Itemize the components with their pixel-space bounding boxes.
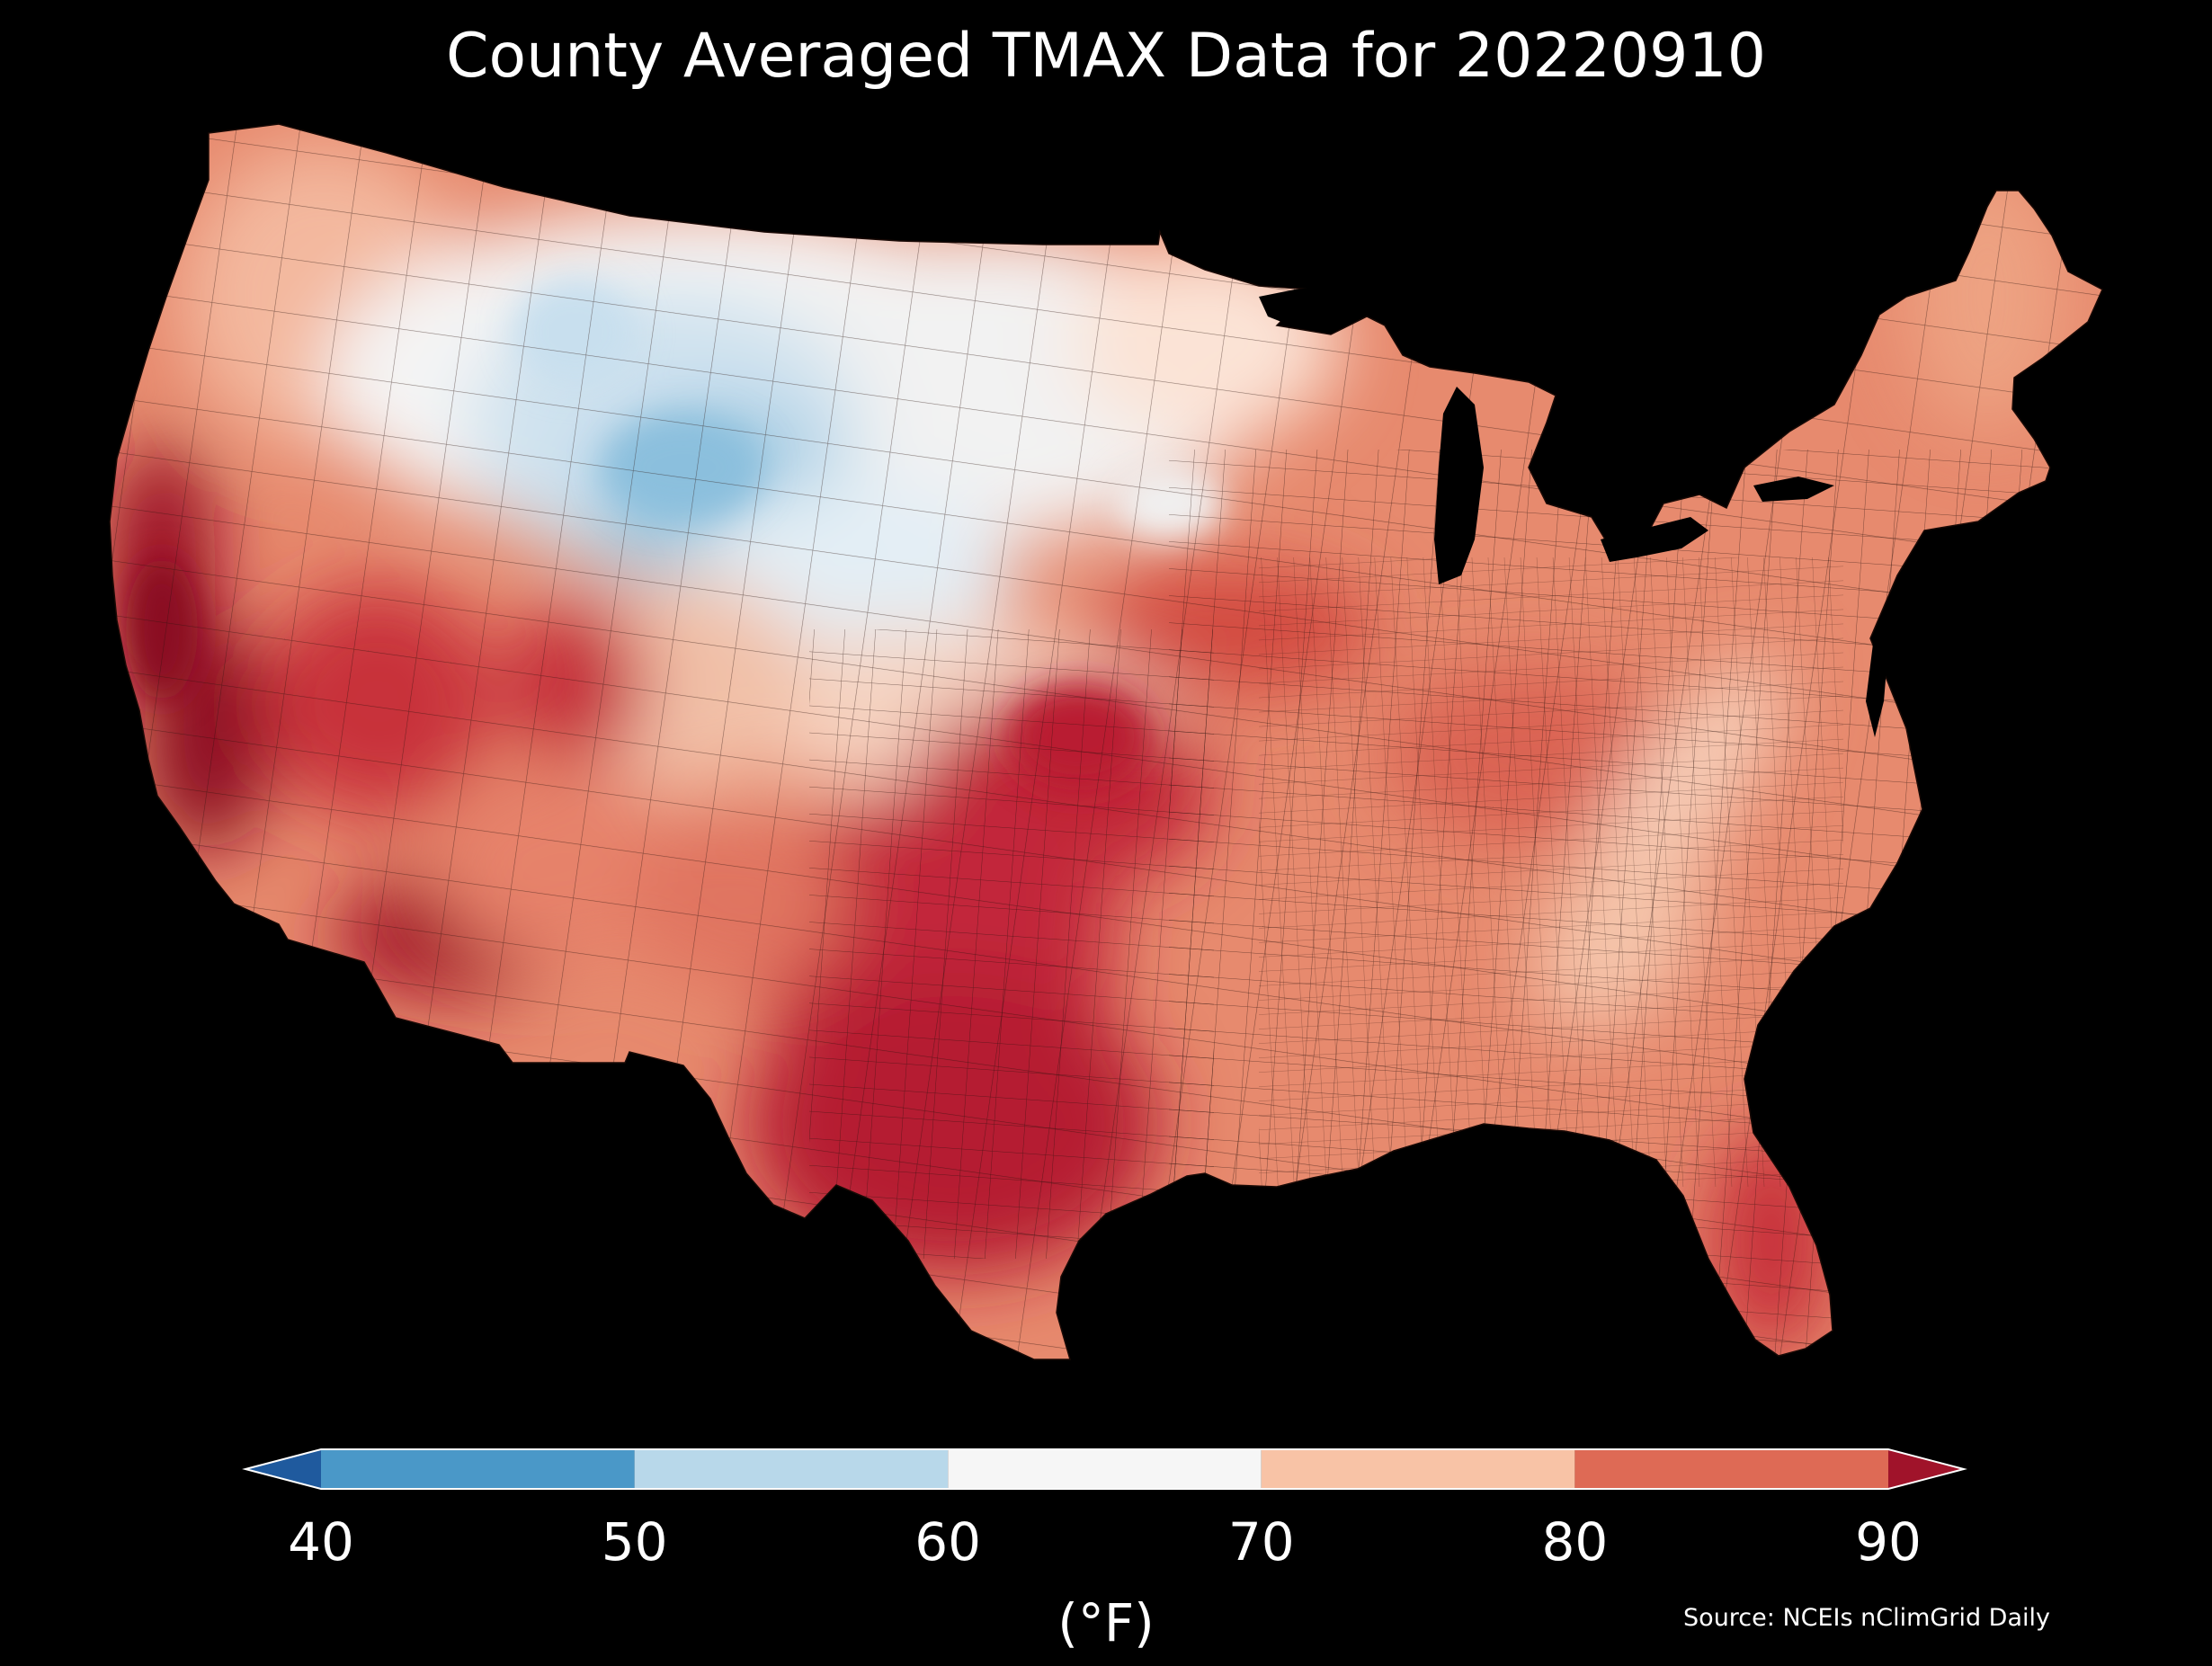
colorbar-bin <box>948 1449 1262 1489</box>
colorbar-bin <box>1574 1449 1888 1489</box>
colorbar <box>242 1448 1967 1490</box>
lake-michigan <box>1434 387 1484 584</box>
colorbar-tick-labels: 40 50 60 70 80 90 <box>0 1510 2212 1582</box>
great-lakes <box>1259 286 1834 584</box>
colorbar-unit-label: (°F) <box>1057 1592 1155 1653</box>
colorbar-tick-label: 70 <box>1227 1511 1295 1572</box>
colorbar-tick-label: 50 <box>601 1511 668 1572</box>
colorbar-tick-label: 80 <box>1541 1511 1609 1572</box>
colorbar-tick-label: 90 <box>1855 1511 1922 1572</box>
lake-erie <box>1601 517 1708 562</box>
colorbar-bin <box>1261 1449 1575 1489</box>
lake-superior <box>1259 286 1349 324</box>
source-credit: Source: NCEIs nClimGrid Daily <box>1683 1604 2050 1632</box>
lake-ontario <box>1753 477 1834 502</box>
colorbar-outline <box>242 1448 1967 1490</box>
colorbar-extend-high <box>1888 1449 1964 1489</box>
chesapeake-bay <box>1866 629 1888 737</box>
colorbar-tick-label: 60 <box>914 1511 982 1572</box>
lake-huron <box>1547 414 1610 486</box>
colorbar-bin <box>634 1449 949 1489</box>
colorbar-bin <box>321 1449 635 1489</box>
map-title: County Averaged TMAX Data for 20220910 <box>446 21 1766 92</box>
colorbar-extend-low <box>245 1449 321 1489</box>
colorbar-tick-label: 40 <box>288 1511 354 1572</box>
